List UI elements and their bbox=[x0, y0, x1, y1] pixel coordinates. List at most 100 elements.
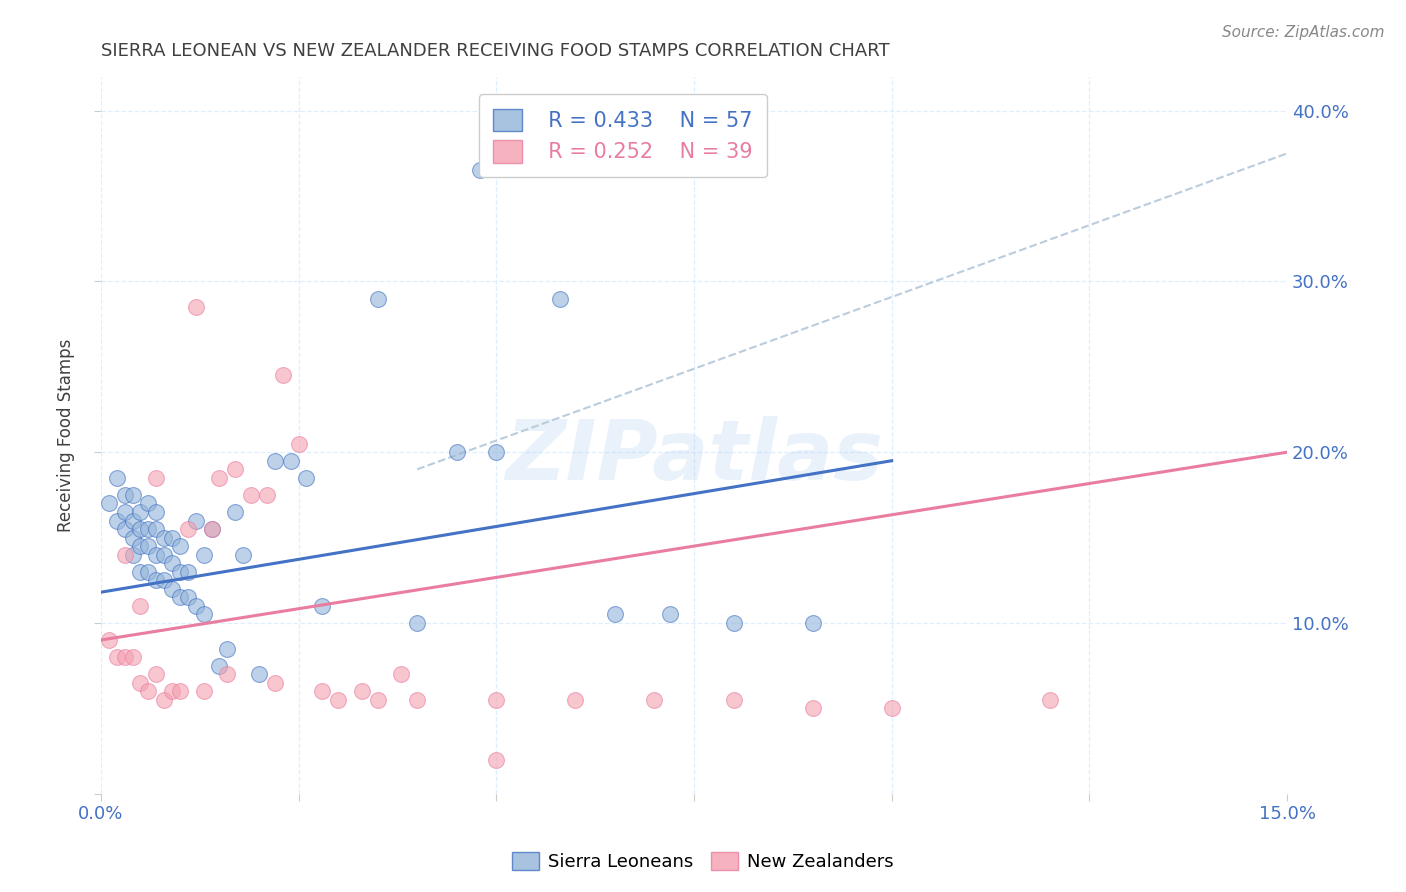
Point bbox=[470, 163, 492, 178]
Point bbox=[224, 462, 246, 476]
Point bbox=[160, 582, 183, 596]
Point bbox=[367, 692, 389, 706]
Point bbox=[200, 522, 222, 536]
Point bbox=[193, 548, 215, 562]
Point bbox=[232, 548, 254, 562]
Point bbox=[485, 445, 508, 459]
Point bbox=[564, 692, 586, 706]
Point bbox=[326, 692, 349, 706]
Point bbox=[129, 522, 152, 536]
Text: Source: ZipAtlas.com: Source: ZipAtlas.com bbox=[1222, 25, 1385, 40]
Point bbox=[105, 514, 128, 528]
Point bbox=[200, 522, 222, 536]
Point bbox=[145, 505, 167, 519]
Point bbox=[217, 667, 239, 681]
Point bbox=[184, 514, 207, 528]
Point bbox=[880, 701, 903, 715]
Point bbox=[145, 667, 167, 681]
Point bbox=[287, 436, 309, 450]
Point bbox=[114, 650, 136, 665]
Point bbox=[121, 488, 143, 502]
Point bbox=[367, 292, 389, 306]
Point bbox=[184, 599, 207, 613]
Point bbox=[224, 505, 246, 519]
Point bbox=[145, 522, 167, 536]
Point bbox=[153, 574, 176, 588]
Point bbox=[169, 591, 191, 605]
Point bbox=[136, 565, 159, 579]
Point bbox=[406, 615, 429, 630]
Point bbox=[311, 599, 333, 613]
Point bbox=[263, 454, 285, 468]
Point bbox=[160, 531, 183, 545]
Point bbox=[105, 650, 128, 665]
Text: SIERRA LEONEAN VS NEW ZEALANDER RECEIVING FOOD STAMPS CORRELATION CHART: SIERRA LEONEAN VS NEW ZEALANDER RECEIVIN… bbox=[101, 42, 890, 60]
Point bbox=[145, 471, 167, 485]
Point bbox=[160, 684, 183, 698]
Point bbox=[217, 641, 239, 656]
Text: ZIPatlas: ZIPatlas bbox=[505, 417, 883, 497]
Point bbox=[723, 692, 745, 706]
Point bbox=[136, 496, 159, 510]
Point bbox=[723, 615, 745, 630]
Point bbox=[105, 471, 128, 485]
Point bbox=[121, 650, 143, 665]
Point bbox=[169, 565, 191, 579]
Point bbox=[97, 633, 120, 648]
Point bbox=[350, 684, 373, 698]
Point bbox=[801, 615, 824, 630]
Point bbox=[263, 675, 285, 690]
Point bbox=[295, 471, 318, 485]
Point bbox=[643, 692, 665, 706]
Point bbox=[193, 607, 215, 622]
Point bbox=[177, 565, 200, 579]
Point bbox=[145, 574, 167, 588]
Point bbox=[114, 548, 136, 562]
Y-axis label: Receiving Food Stamps: Receiving Food Stamps bbox=[58, 338, 75, 532]
Point bbox=[114, 522, 136, 536]
Point bbox=[114, 505, 136, 519]
Point bbox=[240, 488, 263, 502]
Point bbox=[136, 684, 159, 698]
Legend: Sierra Leoneans, New Zealanders: Sierra Leoneans, New Zealanders bbox=[505, 845, 901, 879]
Point bbox=[548, 292, 571, 306]
Point bbox=[1039, 692, 1062, 706]
Point bbox=[603, 607, 626, 622]
Point bbox=[801, 701, 824, 715]
Legend:   R = 0.433    N = 57,   R = 0.252    N = 39: R = 0.433 N = 57, R = 0.252 N = 39 bbox=[478, 95, 768, 178]
Point bbox=[153, 531, 176, 545]
Point bbox=[129, 505, 152, 519]
Point bbox=[169, 539, 191, 553]
Point bbox=[280, 454, 302, 468]
Point bbox=[485, 752, 508, 766]
Point bbox=[311, 684, 333, 698]
Point bbox=[169, 684, 191, 698]
Point bbox=[114, 488, 136, 502]
Point bbox=[256, 488, 278, 502]
Point bbox=[193, 684, 215, 698]
Point bbox=[247, 667, 270, 681]
Point bbox=[659, 607, 682, 622]
Point bbox=[208, 658, 231, 673]
Point bbox=[406, 692, 429, 706]
Point bbox=[129, 599, 152, 613]
Point bbox=[160, 556, 183, 570]
Point bbox=[153, 548, 176, 562]
Point bbox=[389, 667, 412, 681]
Point bbox=[129, 565, 152, 579]
Point bbox=[136, 522, 159, 536]
Point bbox=[97, 496, 120, 510]
Point bbox=[177, 522, 200, 536]
Point bbox=[271, 368, 294, 383]
Point bbox=[145, 548, 167, 562]
Point bbox=[121, 531, 143, 545]
Point bbox=[136, 539, 159, 553]
Point bbox=[485, 692, 508, 706]
Point bbox=[129, 539, 152, 553]
Point bbox=[121, 514, 143, 528]
Point bbox=[184, 300, 207, 314]
Point bbox=[129, 675, 152, 690]
Point bbox=[177, 591, 200, 605]
Point bbox=[121, 548, 143, 562]
Point bbox=[446, 445, 468, 459]
